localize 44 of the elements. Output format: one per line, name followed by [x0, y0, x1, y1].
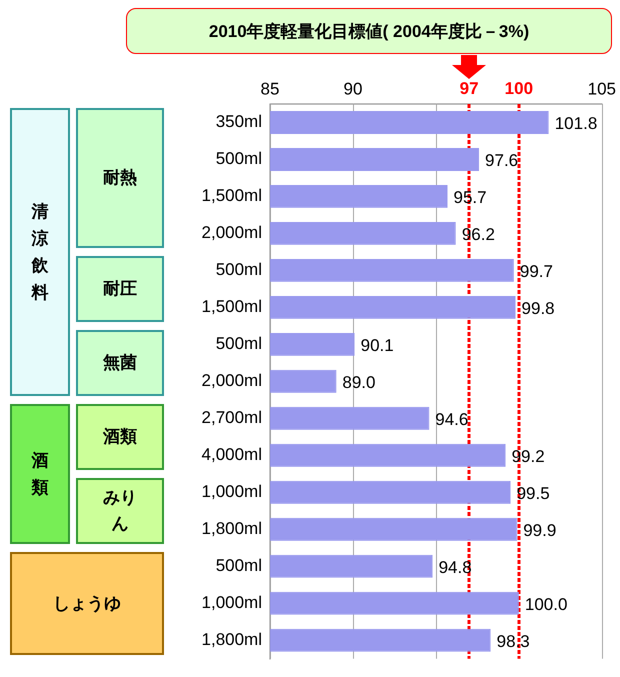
y-tick-label: 1,500ml: [202, 186, 262, 206]
y-tick-label: 500ml: [216, 260, 262, 280]
y-tick-label: 1,800ml: [202, 630, 262, 649]
data-label: 90.1: [360, 336, 394, 356]
data-label: 98.3: [496, 632, 530, 651]
y-tick-label: 1,000ml: [202, 593, 262, 612]
data-label: 95.7: [454, 188, 487, 208]
data-label: 99.8: [522, 299, 555, 318]
data-label: 89.0: [342, 373, 376, 392]
y-tick-label: 4,000ml: [202, 445, 262, 464]
data-label: 99.9: [523, 521, 556, 540]
x-tick-label: 90: [343, 79, 362, 98]
data-label: 99.2: [512, 447, 545, 466]
chart-title: 2010年度軽量化目標値( 2004年度比－3%): [208, 20, 530, 42]
data-label: 100.0: [524, 595, 568, 614]
y-tick-label: 500ml: [216, 556, 262, 576]
y-tick-label: 350ml: [216, 112, 262, 132]
text: みりん: [102, 487, 138, 535]
text: 酒類: [32, 450, 48, 499]
y-tick-label: 1,800ml: [202, 519, 262, 538]
y-tick-label: 500ml: [216, 334, 262, 354]
data-label: 99.5: [516, 484, 550, 504]
ref-line-label: 100: [504, 79, 534, 98]
text: 無菌: [103, 352, 137, 374]
y-tick-label: 2,700ml: [202, 408, 262, 428]
text: 清涼飲料: [32, 200, 48, 304]
data-label: 94.8: [438, 558, 472, 578]
text: しょうゆ: [53, 592, 121, 615]
data-label: 96.2: [462, 225, 495, 244]
y-tick-label: 2,000ml: [202, 223, 262, 242]
data-label: 94.6: [435, 410, 468, 430]
y-tick-label: 1,000ml: [202, 482, 262, 502]
ref-line-label: 97: [460, 79, 479, 98]
text: 酒類: [103, 426, 137, 448]
text: 耐熱: [103, 167, 137, 190]
x-tick-label: 105: [588, 79, 616, 98]
y-tick-label: 500ml: [216, 149, 262, 168]
data-label: 97.6: [485, 151, 518, 170]
text: 耐圧: [103, 278, 137, 300]
data-label: 99.7: [520, 262, 553, 282]
x-tick-label: 85: [260, 79, 280, 98]
y-tick-label: 1,500ml: [202, 297, 262, 316]
data-label: 101.8: [554, 114, 598, 134]
y-tick-label: 2,000ml: [202, 371, 262, 390]
